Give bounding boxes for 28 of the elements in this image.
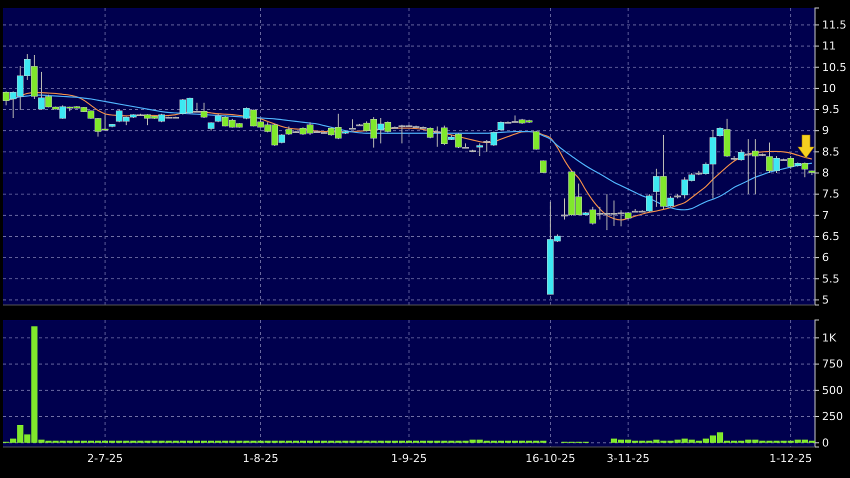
y-tick-label: 7 [822, 208, 829, 222]
y-tick-label: 7.5 [822, 188, 840, 201]
y-tick-label: 5.5 [822, 272, 840, 286]
x-tick-label: 1-12-25 [769, 452, 812, 466]
y-tick-label: 11.5 [822, 18, 846, 32]
candlestick [349, 118, 356, 130]
y-tick-label: 6.5 [822, 230, 840, 243]
y-tick-label: 750 [822, 358, 843, 371]
x-tick-label: 16-10-25 [525, 452, 576, 466]
y-tick-label: 8.5 [822, 145, 840, 158]
candlestick [476, 142, 483, 157]
y-tick-label: 250 [822, 410, 843, 424]
y-tick-label: 8 [822, 166, 829, 180]
y-tick-label: 10.5 [822, 60, 846, 74]
y-tick-label: 11 [822, 40, 836, 53]
y-tick-label: 10 [822, 82, 836, 95]
y-tick-label: 6 [822, 251, 829, 264]
y-tick-label: 0 [822, 436, 829, 450]
y-tick-label: 5 [822, 293, 829, 306]
candlestick [532, 130, 540, 150]
x-tick-label: 2-7-25 [87, 452, 124, 466]
y-tick-label: 9.5 [822, 103, 840, 116]
y-tick-label: 500 [822, 384, 843, 397]
x-tick-label: 1-9-25 [391, 452, 427, 466]
x-tick-label: 3-11-25 [606, 452, 650, 466]
x-tick-label: 1-8-25 [242, 452, 279, 466]
y-tick-label: 9 [822, 124, 829, 138]
y-tick-label: 1K [822, 331, 837, 344]
